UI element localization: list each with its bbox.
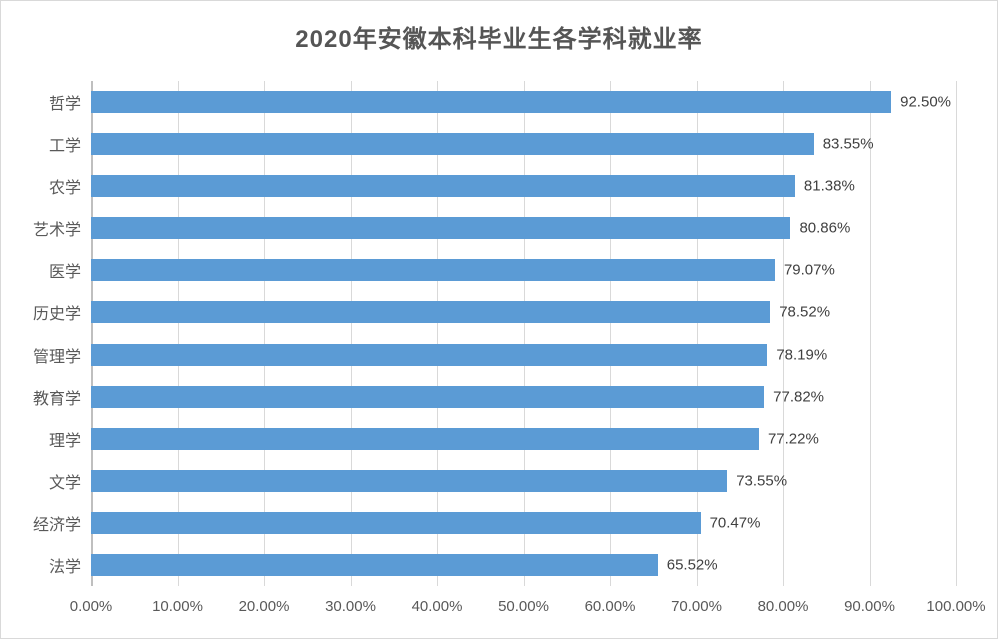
chart-title: 2020年安徽本科毕业生各学科就业率 (295, 26, 703, 53)
category-label: 哲学 (48, 96, 81, 114)
bar-row: 艺术学 80.86% (33, 217, 956, 240)
bar (91, 511, 701, 534)
x-tick-label: 0.00% (69, 598, 113, 615)
bar-row: 哲学 92.50% (49, 91, 956, 114)
bar-value-label: 65.52% (666, 556, 718, 574)
category-label: 教育学 (32, 390, 81, 408)
category-label: 历史学 (32, 306, 81, 324)
bar-value-label: 78.52% (779, 303, 831, 321)
gridline (783, 81, 784, 586)
bar (91, 343, 768, 366)
bar-value-label: 73.55% (736, 472, 788, 490)
bar-value-label: 70.47% (709, 514, 761, 532)
category-label: 农学 (48, 180, 81, 198)
bar (91, 217, 791, 240)
bar-value-label: 77.82% (773, 388, 825, 406)
bar (91, 553, 658, 576)
category-label: 医学 (48, 264, 81, 282)
bar (91, 427, 759, 450)
y-axis-line (91, 81, 93, 586)
x-tick-label: 10.00% (152, 598, 203, 615)
bar-value-label: 80.86% (799, 219, 851, 237)
category-label: 文学 (48, 474, 81, 492)
x-tick-label: 80.00% (757, 598, 809, 615)
bar (91, 385, 765, 408)
bar-row: 医学 79.07% (49, 259, 956, 282)
bar-row: 法学 65.52% (49, 553, 956, 576)
bar (91, 91, 892, 114)
gridline (869, 81, 871, 586)
gridline (437, 81, 438, 586)
bar-row: 农学 81.38% (49, 175, 956, 198)
bar-value-label: 79.07% (783, 261, 835, 279)
bar-row: 工学 83.55% (49, 133, 956, 156)
gridline (350, 81, 352, 586)
category-label: 经济学 (32, 516, 81, 534)
gridline (956, 81, 957, 586)
category-label: 理学 (48, 432, 81, 450)
gridline (610, 81, 611, 586)
bar-row: 理学 77.22% (49, 427, 956, 450)
bar (91, 175, 795, 198)
category-label: 管理学 (32, 348, 81, 366)
bar (91, 133, 814, 156)
category-label: 法学 (48, 558, 81, 576)
bar-row: 教育学 77.82% (33, 385, 956, 408)
bar-value-label: 83.55% (822, 135, 874, 153)
x-axis: 0.00% 10.00% 20.00% 30.00% 40.00% 50.00% 60.00… (70, 598, 986, 622)
category-label: 工学 (48, 138, 81, 156)
gridline (264, 81, 265, 586)
bar-row: 经济学 70.47% (33, 511, 956, 534)
bar (91, 469, 728, 492)
bar (91, 301, 771, 324)
x-tick-label: 90.00% (844, 598, 895, 615)
x-tick-label: 70.00% (671, 598, 722, 615)
x-tick-label: 50.00% (498, 598, 549, 615)
bar-row: 文学 73.55% (49, 469, 956, 492)
gridline (177, 81, 179, 586)
x-tick-label: 60.00% (584, 598, 636, 615)
gridline (523, 81, 525, 586)
bar-row: 管理学 78.19% (33, 343, 956, 366)
gridline (696, 81, 698, 586)
bar (91, 259, 775, 282)
bar-value-label: 92.50% (900, 93, 951, 111)
x-tick-label: 40.00% (411, 598, 463, 615)
bar-value-label: 77.22% (767, 430, 819, 448)
bar-value-label: 78.19% (776, 346, 828, 364)
category-label: 艺术学 (32, 222, 81, 240)
plot-area: 哲学 92.50% 工学 83.55% 农学 81.38% 艺术学 80.86% 医学 79.07… (33, 81, 957, 586)
bar-row: 历史学 78.52% (33, 301, 956, 324)
x-tick-label: 100.00% (926, 598, 986, 615)
x-tick-label: 30.00% (325, 598, 376, 615)
x-tick-label: 20.00% (238, 598, 290, 615)
bar-value-label: 81.38% (803, 177, 855, 195)
